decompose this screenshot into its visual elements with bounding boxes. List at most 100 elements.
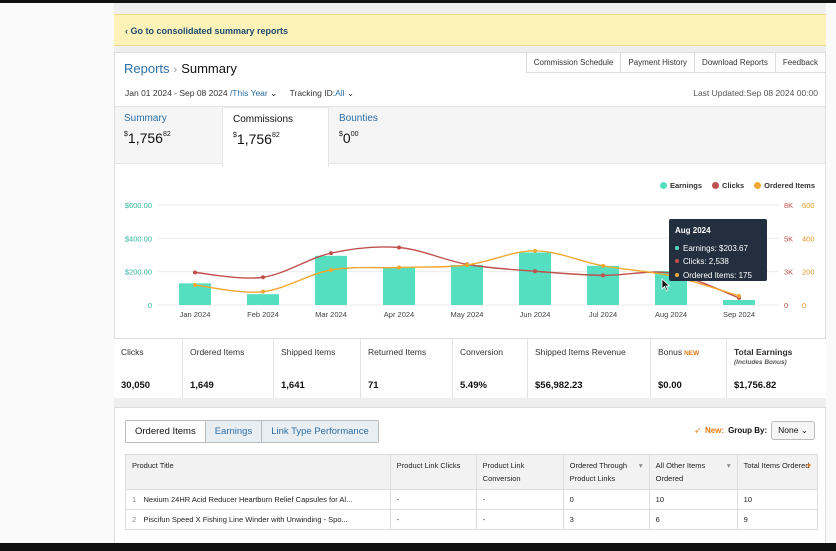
payment-history-button[interactable]: Payment History — [620, 53, 695, 73]
point-clicks — [329, 251, 333, 256]
y-tick-label-earnings: 0 — [148, 301, 152, 310]
consolidated-banner: ‹ Go to consolidated summary reports — [114, 14, 826, 46]
tab-link-type-performance[interactable]: Link Type Performance — [261, 421, 378, 442]
summary-tabs: Summary $1,75682 Commissions $1,75682 Bo… — [115, 106, 825, 167]
y-tick-label-clicks: 0 — [784, 301, 788, 310]
metrics-row: Clicks 30,050 Ordered Items 1,649 Shipped … — [114, 338, 826, 398]
y-tick-label-clicks: 8K — [784, 201, 793, 210]
page-right-gutter — [826, 3, 836, 543]
screen-bottom-edge — [0, 543, 836, 551]
chart-legend: Earnings Clicks Ordered Items — [659, 181, 815, 190]
legend-earnings[interactable]: Earnings — [659, 181, 702, 190]
x-tick-label: Sep 2024 — [723, 310, 755, 319]
tooltip-earnings: Earnings: $203.67 — [675, 242, 761, 256]
y-tick-label-items: 600 — [802, 201, 815, 210]
report-tabs: Ordered Items Earnings Link Type Perform… — [125, 420, 379, 443]
x-tick-label: Feb 2024 — [247, 310, 279, 319]
rocket-icon: ➶ — [694, 426, 701, 435]
point-ordered-items — [533, 248, 537, 253]
feedback-button[interactable]: Feedback — [774, 53, 825, 73]
date-range: Jan 01 2024 - Sep 08 2024 — [125, 88, 228, 98]
tracking-id-select[interactable]: Tracking ID:All ⌄ — [289, 88, 355, 98]
tab-commissions[interactable]: Commissions $1,75682 — [222, 107, 329, 167]
point-ordered-items — [601, 263, 605, 268]
bar-earnings — [179, 283, 211, 305]
bar-earnings — [519, 252, 551, 305]
point-ordered-items — [737, 293, 741, 298]
metric-total-earnings: Total Earnings (Includes Bonus) $1,756.82 — [734, 347, 793, 391]
bar-earnings — [315, 255, 347, 305]
bar-earnings — [587, 265, 619, 305]
sort-down-icon: ▾ — [807, 461, 811, 470]
product-title-link[interactable]: Piscifun Speed X Fishing Line Winder wit… — [137, 509, 391, 530]
tab-bounties[interactable]: Bounties $000 — [339, 107, 429, 164]
page-title: Summary — [181, 61, 237, 76]
y-tick-label-clicks: 3K — [784, 268, 793, 277]
tab-ordered-items[interactable]: Ordered Items — [126, 421, 205, 442]
point-ordered-items — [397, 265, 401, 270]
point-clicks — [193, 270, 197, 275]
metric-shipped-items: Shipped Items 1,641 — [274, 339, 361, 398]
chart-tooltip: Aug 2024 Earnings: $203.67 Clicks: 2,538… — [669, 219, 767, 281]
performance-chart: $600.00 8K 600 $400.00 5K 400 $200.00 3K 200 0 0 0 J… — [125, 201, 815, 319]
breadcrumb-reports-link[interactable]: Reports — [124, 61, 170, 76]
tab-summary[interactable]: Summary $1,75682 — [124, 107, 219, 164]
download-reports-button[interactable]: Download Reports — [694, 53, 775, 73]
tab-commissions-value: $1,75682 — [233, 131, 280, 147]
col-product-title[interactable]: Product Title — [125, 454, 391, 490]
x-tick-label: Apr 2024 — [384, 310, 414, 319]
x-tick-label: Aug 2024 — [655, 310, 687, 319]
tooltip-title: Aug 2024 — [675, 226, 711, 235]
date-filter-row: Jan 01 2024 - Sep 08 2024 /This Year ⌄ T… — [125, 88, 354, 99]
table-row: 1 Nexium 24HR Acid Reducer Heartburn Rel… — [125, 489, 819, 510]
group-by-select[interactable]: None ⌄ — [771, 421, 815, 440]
sort-down-icon: ▾ — [638, 461, 643, 470]
bar-earnings — [247, 294, 279, 305]
new-badge: NEW — [684, 350, 700, 357]
screen-top-edge — [0, 0, 836, 3]
bar-earnings — [723, 300, 755, 305]
bar-earnings — [451, 265, 483, 305]
metric-shipped-revenue: Shipped Items Revenue $56,982.23 — [528, 339, 651, 398]
y-tick-label-items: 0 — [802, 301, 806, 310]
point-ordered-items — [329, 268, 333, 272]
col-product-link-conversion[interactable]: Product Link Conversion — [475, 454, 564, 490]
tab-bounties-label: Bounties — [339, 113, 378, 124]
tab-summary-value: $1,75682 — [124, 130, 171, 146]
breadcrumb: Reports › Summary — [124, 61, 237, 76]
x-tick-label: Jul 2024 — [589, 310, 617, 319]
point-clicks — [261, 275, 265, 280]
legend-clicks[interactable]: Clicks — [712, 181, 744, 190]
range-select[interactable]: /This Year ⌄ — [229, 88, 278, 98]
col-ordered-through-links[interactable]: Ordered Through Product Links ▾ — [562, 454, 650, 490]
sort-down-icon: ▾ — [726, 461, 731, 470]
consolidated-reports-link[interactable]: ‹ Go to consolidated summary reports — [125, 26, 289, 36]
y-tick-label-earnings: $200.00 — [125, 268, 152, 277]
tooltip-clicks: Clicks: 2,538 — [675, 255, 761, 269]
tab-summary-label: Summary — [124, 113, 167, 124]
mouse-cursor-icon — [661, 278, 671, 292]
commission-schedule-button[interactable]: Commission Schedule — [525, 53, 621, 73]
chevron-down-icon: ⌄ — [344, 88, 355, 98]
last-updated: Last Updated:Sep 08 2024 00:00 — [693, 88, 818, 98]
report-actions: Commission Schedule Payment History Down… — [525, 53, 825, 73]
metric-conversion: Conversion 5.49% — [453, 339, 528, 398]
point-ordered-items — [261, 289, 265, 294]
chevron-down-icon: ⌄ — [800, 425, 808, 435]
point-clicks — [601, 273, 605, 278]
y-tick-label-items: 400 — [802, 234, 815, 243]
legend-ordered-items[interactable]: Ordered Items — [754, 181, 815, 190]
col-all-other-items[interactable]: All Other Items Ordered ▾ — [648, 454, 738, 490]
col-total-items[interactable]: Total Items Ordered ▾ — [736, 454, 819, 490]
product-title-link[interactable]: Nexium 24HR Acid Reducer Heartburn Relie… — [137, 489, 391, 510]
col-product-link-clicks[interactable]: Product Link Clicks — [389, 454, 477, 490]
metric-bonus: Bonus NEW $0.00 — [651, 339, 727, 398]
page-left-gutter — [0, 3, 114, 543]
point-clicks — [533, 269, 537, 274]
y-tick-label-items: 200 — [802, 268, 815, 277]
report-panel: Ordered Items Earnings Link Type Perform… — [114, 407, 826, 547]
tab-bounties-value: $000 — [339, 130, 359, 146]
tab-earnings[interactable]: Earnings — [204, 421, 262, 442]
tooltip-ordered-items: Ordered Items: 175 — [675, 269, 761, 283]
x-tick-label: Jan 2024 — [180, 310, 211, 319]
